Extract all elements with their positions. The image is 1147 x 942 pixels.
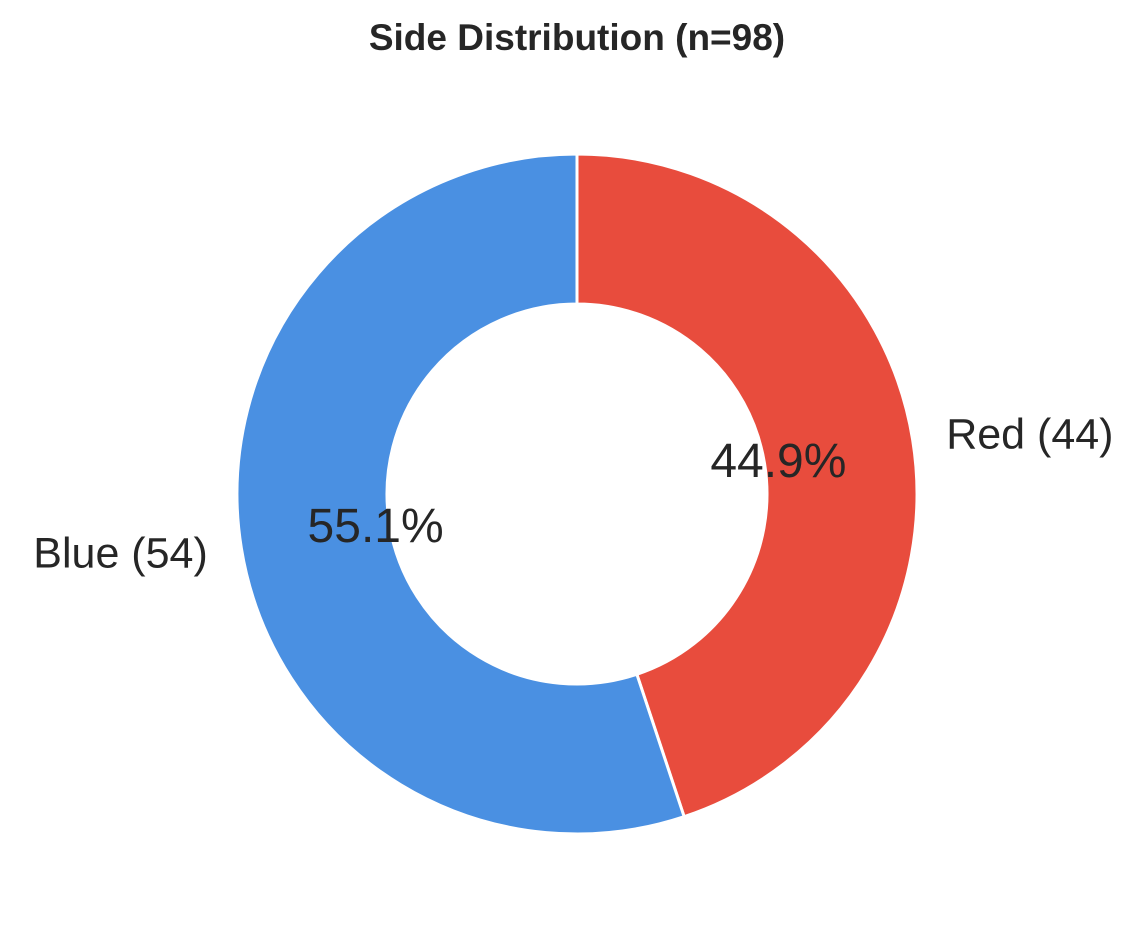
slices-group (235, 152, 919, 836)
slice-1 (235, 152, 686, 836)
slice-label-1: Blue (54) (33, 530, 207, 578)
labels-group: Red (44) 44.9% Blue (54) 55.1% (33, 410, 1113, 577)
slice-label-0: Red (44) (946, 410, 1113, 458)
percent-label-1: 55.1% (308, 500, 444, 553)
percent-label-0: 44.9% (710, 435, 846, 488)
slice-0 (575, 152, 919, 819)
chart-title: Side Distribution (n=98) (369, 17, 785, 58)
